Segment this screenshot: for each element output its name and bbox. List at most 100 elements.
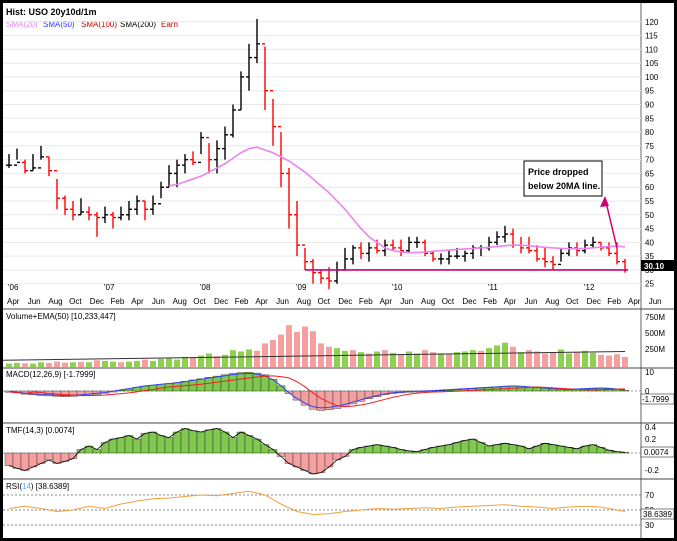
- volume-bar: [222, 354, 228, 367]
- volume-ema-line: [3, 350, 626, 361]
- volume-bar: [238, 351, 244, 367]
- volume-bar: [254, 350, 260, 367]
- volume-bar: [294, 331, 300, 367]
- tmf-bar: [204, 429, 214, 454]
- legend-sma20: SMA(20): [6, 20, 38, 29]
- volume-bar: [430, 352, 436, 367]
- year-label: '09: [296, 283, 307, 292]
- volume-bar: [38, 362, 44, 367]
- macd-title: MACD(12,26,9) [-1.7999]: [6, 370, 95, 379]
- volume-tick-250m: 250M: [645, 345, 665, 354]
- volume-bar: [382, 350, 388, 367]
- tmf-bar: [556, 445, 566, 454]
- tmf-bar: [188, 430, 198, 454]
- volume-bar: [270, 340, 276, 367]
- price-tick-label: 35: [645, 252, 654, 261]
- volume-bar: [182, 356, 188, 367]
- tmf-y-axis: 0.4 0.2 0 -0.2 0.0074: [640, 423, 674, 475]
- volume-bar: [110, 361, 116, 367]
- x-tick-label: Feb: [235, 297, 249, 306]
- tmf-bar: [28, 452, 38, 468]
- macd-histogram-bar: [244, 372, 254, 392]
- year-label: '11: [488, 283, 498, 292]
- tmf-bar: [468, 438, 478, 454]
- volume-bar: [558, 349, 564, 367]
- volume-bar: [406, 351, 412, 367]
- x-tick-label: Oct: [318, 297, 331, 306]
- tmf-bar: [540, 443, 550, 454]
- volume-bar: [286, 325, 292, 367]
- x-tick-label: Apr: [255, 297, 268, 306]
- macd-histogram-bar: [204, 377, 214, 392]
- tmf-bar: [484, 445, 494, 454]
- annotation-arrow-shaft: [604, 197, 618, 249]
- volume-bar: [342, 350, 348, 367]
- volume-bar: [246, 349, 252, 367]
- tmf-bar: [156, 435, 166, 454]
- tmf-bar: [452, 442, 462, 454]
- annotation-line-1: Price dropped: [528, 167, 589, 177]
- macd-tick-0: 0: [645, 387, 650, 396]
- legend-earn: Earn: [161, 20, 178, 29]
- x-tick-label: Apr: [380, 297, 393, 306]
- price-tick-label: 80: [645, 128, 654, 137]
- volume-bar: [214, 356, 220, 367]
- tmf-value-box: [640, 446, 674, 458]
- last-price-box: [641, 260, 674, 271]
- x-tick-label: Jun: [152, 297, 165, 306]
- macd-histogram-bar: [228, 373, 238, 392]
- volume-bar: [414, 353, 420, 367]
- price-tick-label: 100: [645, 73, 659, 82]
- tmf-bar: [132, 438, 142, 454]
- x-tick-label: Aug: [545, 297, 559, 306]
- volume-bar: [6, 363, 12, 367]
- rsi-value: 38.6389: [643, 510, 672, 519]
- tmf-bar: [228, 437, 238, 454]
- volume-bars: [3, 325, 628, 367]
- tmf-bar: [444, 444, 454, 454]
- volume-bar: [78, 361, 84, 367]
- tmf-bar: [92, 449, 102, 454]
- volume-bar: [358, 352, 364, 367]
- volume-bar: [542, 353, 548, 367]
- volume-y-axis: 750M 500M 250M: [645, 313, 665, 354]
- rsi-line: [8, 490, 626, 516]
- year-label: '07: [104, 283, 115, 292]
- volume-bar: [574, 352, 580, 367]
- annotation-arrow-head: [600, 196, 609, 207]
- tmf-bar: [108, 438, 118, 454]
- macd-tick-10: 10: [645, 368, 654, 377]
- rsi-title-period: 14: [22, 482, 31, 491]
- x-tick-label: Jun: [649, 297, 662, 306]
- volume-tick-500m: 500M: [645, 329, 665, 338]
- volume-bar: [150, 360, 156, 367]
- tmf-bar: [460, 440, 470, 454]
- volume-bar: [54, 361, 60, 367]
- x-tick-label: Dec: [462, 297, 476, 306]
- macd-line: [8, 372, 626, 409]
- rsi-tick-70: 70: [645, 491, 654, 500]
- volume-bar: [470, 350, 476, 367]
- annotation-line-2: below 20MA line.: [528, 181, 600, 191]
- volume-bar: [158, 358, 164, 367]
- price-tick-label: 105: [645, 59, 659, 68]
- price-tick-label: 65: [645, 169, 654, 178]
- x-tick-label: Dec: [338, 297, 352, 306]
- volume-bar: [606, 355, 612, 367]
- year-labels: '06 '07 '08 '09 '10 '11 '12: [8, 283, 595, 292]
- chart-legend: SMA(20) SMA(50) SMA(100) SMA(200) Earn: [6, 20, 178, 29]
- macd-y-axis: 10 0 -1.7999: [640, 368, 674, 405]
- tmf-bar: [220, 431, 230, 454]
- tmf-bar: [212, 428, 222, 454]
- tmf-bar: [492, 444, 502, 454]
- tmf-value: 0.0074: [644, 448, 669, 457]
- volume-bar: [174, 359, 180, 367]
- x-tick-label: Aug: [173, 297, 187, 306]
- volume-bar: [302, 326, 308, 367]
- tmf-tick-0-4: 0.4: [645, 423, 657, 432]
- year-label: '06: [8, 283, 19, 292]
- rsi-path: [8, 490, 626, 516]
- sma20-line: [168, 146, 626, 254]
- volume-bar: [582, 350, 588, 367]
- price-tick-label: 40: [645, 238, 654, 247]
